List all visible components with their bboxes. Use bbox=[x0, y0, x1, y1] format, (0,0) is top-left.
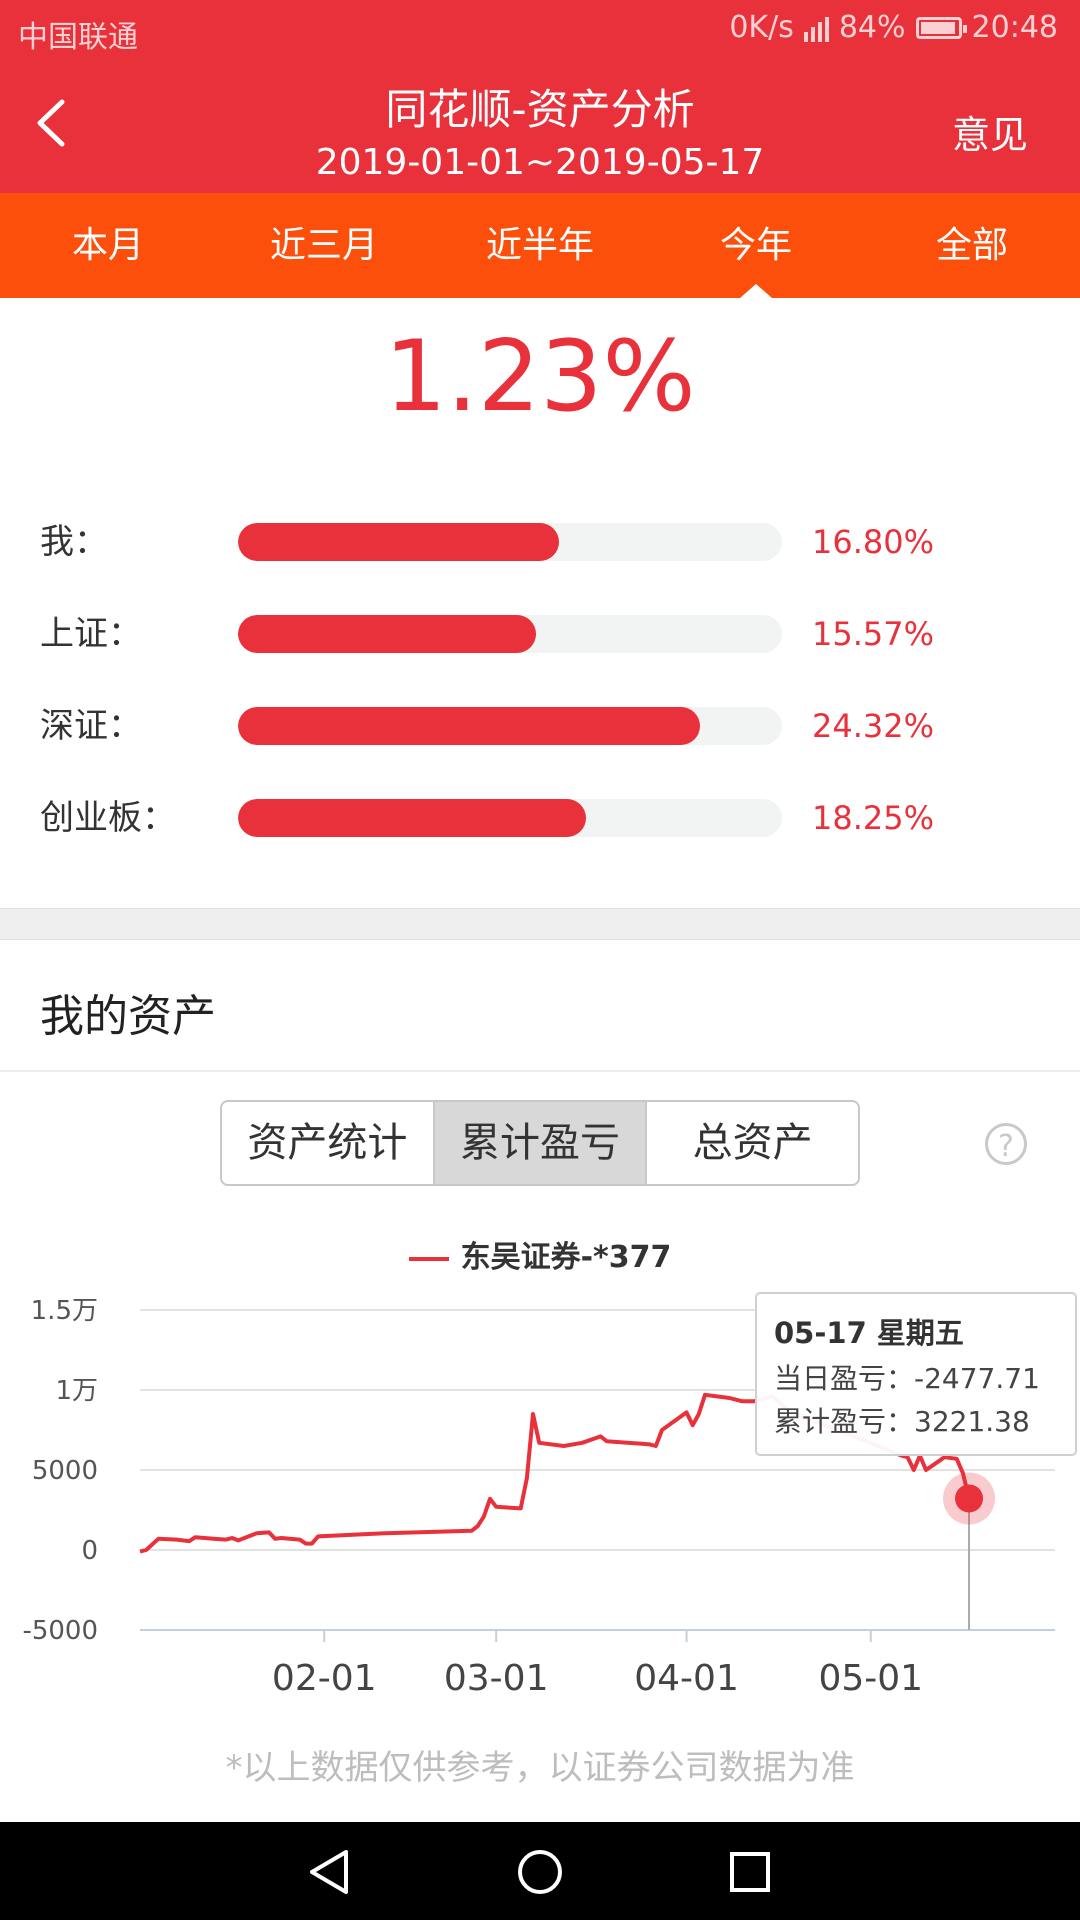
carrier-name: 中国联通 bbox=[18, 20, 138, 55]
x-tick-label: 03-01 bbox=[444, 1658, 549, 1699]
progress-fill bbox=[238, 799, 587, 837]
chart-mode-selector: 资产统计 累计盈亏 总资产 bbox=[220, 1100, 860, 1186]
y-tick-label: 0 bbox=[81, 1536, 98, 1566]
nav-back-icon[interactable] bbox=[304, 1846, 356, 1898]
tooltip-cumulative: 累计盈亏：3221.38 bbox=[774, 1405, 1030, 1438]
comparison-label: 我： bbox=[40, 522, 108, 562]
comparison-value: 24.32% bbox=[812, 707, 935, 745]
progress-track bbox=[238, 523, 782, 561]
comparison-row-shenzhen: 深证： 24.32% bbox=[0, 706, 1080, 746]
feedback-button[interactable]: 意见 bbox=[951, 113, 1028, 157]
period-tabs: 本月 近三月 近半年 今年 全部 bbox=[0, 193, 1080, 298]
date-range: 2019-01-01~2019-05-17 bbox=[315, 142, 765, 183]
tab-three-months[interactable]: 近三月 bbox=[269, 225, 378, 266]
tooltip-daily: 当日盈亏：-2477.71 bbox=[774, 1362, 1040, 1395]
return-percent: 1.23% bbox=[384, 320, 696, 434]
pnl-line-chart[interactable]: 1.5万 1万 5000 0 -5000 02-01 03-01 04-01 05-01 05-1… bbox=[0, 1290, 1080, 1710]
section-title: 我的资产 bbox=[40, 991, 216, 1042]
comparison-row-me: 我： 16.80% bbox=[0, 522, 1080, 562]
progress-fill bbox=[238, 707, 701, 745]
nav-home-icon[interactable] bbox=[514, 1846, 566, 1898]
comparison-label: 上证： bbox=[40, 614, 142, 654]
help-icon[interactable]: ? bbox=[985, 1123, 1027, 1165]
tab-this-year[interactable]: 今年 bbox=[648, 193, 864, 298]
disclaimer-note: *以上数据仅供参考，以证券公司数据为准 bbox=[225, 1748, 855, 1788]
comparison-row-shanghai: 上证： 15.57% bbox=[0, 614, 1080, 654]
status-bar: 中国联通 0K/s 84% 20:48 bbox=[0, 0, 1080, 60]
status-right: 0K/s 84% 20:48 bbox=[729, 10, 1058, 45]
segment-asset-stats[interactable]: 资产统计 bbox=[247, 1120, 408, 1166]
comparison-label: 深证： bbox=[40, 706, 142, 746]
nav-recents-icon[interactable] bbox=[724, 1846, 776, 1898]
x-tick-label: 05-01 bbox=[818, 1658, 923, 1699]
segment-total-assets[interactable]: 总资产 bbox=[645, 1102, 858, 1184]
x-tick-label: 04-01 bbox=[634, 1658, 739, 1699]
y-tick-label: 1万 bbox=[55, 1376, 98, 1406]
tooltip-box bbox=[755, 1292, 1077, 1456]
segment-cumulative-pnl[interactable]: 累计盈亏 bbox=[432, 1102, 646, 1184]
system-nav-bar bbox=[0, 1822, 1080, 1920]
progress-fill bbox=[238, 615, 536, 653]
page-title: 同花顺-资产分析 bbox=[385, 85, 695, 134]
network-speed: 0K/s bbox=[729, 10, 794, 45]
battery-percent: 84% bbox=[838, 10, 906, 45]
tab-half-year[interactable]: 近半年 bbox=[485, 225, 594, 266]
tab-this-month[interactable]: 本月 bbox=[71, 225, 144, 266]
section-divider bbox=[0, 908, 1080, 940]
comparison-value: 15.57% bbox=[812, 615, 935, 653]
divider-line bbox=[0, 1070, 1080, 1072]
back-arrow-icon[interactable] bbox=[28, 98, 78, 148]
tooltip-title: 05-17 星期五 bbox=[774, 1316, 964, 1350]
y-tick-label: 5000 bbox=[32, 1456, 98, 1486]
y-tick-label: 1.5万 bbox=[31, 1296, 98, 1326]
progress-track bbox=[238, 799, 782, 837]
title-bar: 同花顺-资产分析 2019-01-01~2019-05-17 意见 bbox=[0, 60, 1080, 193]
progress-fill bbox=[238, 523, 559, 561]
comparison-value: 16.80% bbox=[812, 523, 935, 561]
battery-icon bbox=[915, 16, 967, 39]
legend-label: 东吴证券-*377 bbox=[460, 1240, 672, 1275]
comparison-row-chinext: 创业板： 18.25% bbox=[0, 798, 1080, 838]
chart-legend: 东吴证券-*377 bbox=[0, 1232, 1080, 1276]
progress-track bbox=[238, 615, 782, 653]
comparison-label: 创业板： bbox=[40, 798, 176, 838]
tab-all[interactable]: 全部 bbox=[935, 225, 1008, 266]
y-tick-label: -5000 bbox=[22, 1616, 98, 1646]
signal-icon bbox=[803, 14, 829, 42]
x-tick-label: 02-01 bbox=[272, 1658, 377, 1699]
legend-swatch bbox=[408, 1256, 449, 1261]
clock: 20:48 bbox=[971, 10, 1058, 45]
highlight-point bbox=[955, 1484, 984, 1513]
comparison-value: 18.25% bbox=[812, 799, 935, 837]
progress-track bbox=[238, 707, 782, 745]
